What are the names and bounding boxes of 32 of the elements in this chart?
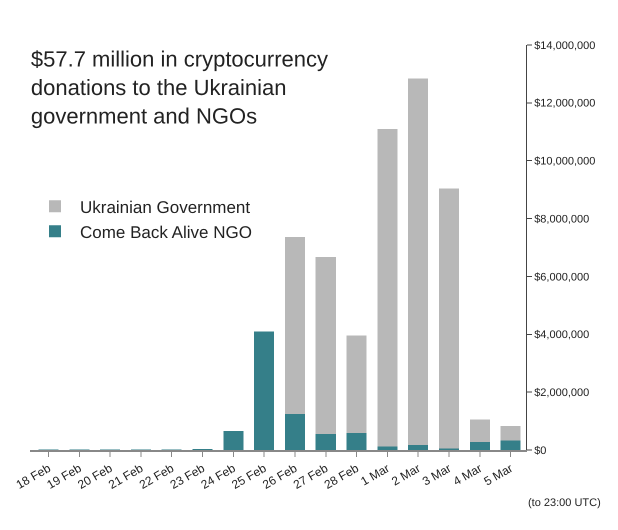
legend-label: Come Back Alive NGO [80,222,252,242]
bar [223,431,244,450]
bar [284,237,305,414]
y-tick-label: $6,000,000 [534,271,590,284]
x-tick-label: 1 Mar [358,461,392,489]
x-tick-label: 5 Mar [482,461,516,489]
bar [346,335,367,433]
y-tick-label: $8,000,000 [534,213,590,226]
bar [316,434,336,450]
bar [470,419,490,442]
bar [346,432,367,450]
x-tick-label: 4 Mar [450,461,484,489]
y-tick-label: $0 [534,444,546,457]
legend-label: Ukrainian Government [80,198,250,217]
text: (to 23:00 UTC) [528,497,601,509]
bar [500,440,521,450]
bar [408,444,428,450]
bar [408,78,428,445]
bar [470,442,490,450]
bar [377,446,398,450]
y-tick-label: $10,000,000 [534,156,596,168]
bar [500,426,521,441]
bar [284,414,305,450]
text: $57.7 million in cryptocurrency donations to the Ukrainian government and NGOs [30,46,328,128]
bar [377,128,398,447]
y-tick-label: $2,000,000 [534,386,590,399]
y-tick-label: $4,000,000 [534,329,590,342]
bar [316,256,336,434]
bar [254,331,274,450]
bar [438,188,459,448]
y-tick-label: $14,000,000 [534,40,596,52]
y-tick-label: $12,000,000 [534,98,596,110]
